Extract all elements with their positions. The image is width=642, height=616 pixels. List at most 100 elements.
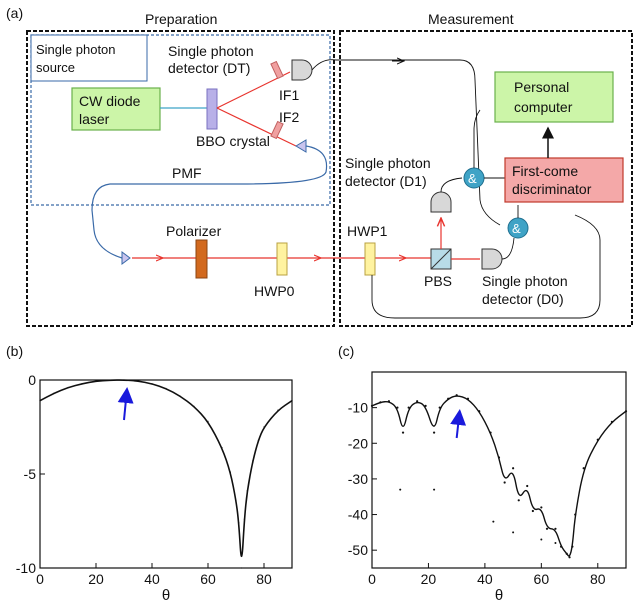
fiber-coupler-top-icon	[295, 139, 307, 153]
outlier-point	[512, 531, 515, 534]
source-label-line2: source	[36, 60, 75, 75]
d1-cable	[440, 177, 463, 193]
data-point	[401, 431, 405, 434]
data-point	[574, 513, 577, 516]
personal-computer-box	[494, 71, 614, 123]
data-point	[489, 431, 492, 434]
data-point	[610, 420, 613, 423]
chart-b: 0 20 40 60 80 0 -5 -10 θ	[16, 372, 293, 604]
data-point	[257, 439, 259, 441]
x-tick-label: 60	[200, 571, 216, 587]
pc-label-line1: Personal	[514, 79, 569, 95]
data-point	[243, 518, 245, 520]
data-point	[432, 431, 436, 434]
source-region-box	[30, 34, 331, 206]
data-point	[554, 527, 557, 530]
data-point	[379, 401, 382, 404]
data-point	[416, 400, 419, 403]
data-point	[407, 406, 410, 409]
x-tick-label: 20	[421, 571, 437, 587]
data-point	[370, 404, 374, 407]
data-point	[67, 386, 69, 389]
data-point	[545, 527, 549, 530]
x-tick-label: 40	[477, 571, 493, 587]
x-tick-label: 80	[256, 571, 272, 587]
data-point	[291, 400, 293, 402]
data-point	[221, 447, 223, 449]
data-point	[229, 471, 231, 473]
data-point	[478, 410, 481, 413]
marker-arrow	[450, 409, 467, 439]
measurement-box	[339, 30, 633, 327]
data-point	[455, 394, 458, 397]
cw-laser-box	[71, 87, 161, 131]
data-point	[109, 379, 111, 381]
x-tick-label: 0	[368, 571, 376, 587]
data-point	[466, 397, 470, 400]
outlier-point	[492, 520, 495, 523]
hwp1-label: HWP1	[347, 223, 388, 239]
data-point	[39, 400, 41, 402]
detector-dt-icon	[291, 59, 313, 81]
outlier-point	[433, 488, 436, 491]
detector-d0-icon	[481, 248, 503, 270]
fcd-label-line2: discriminator	[512, 181, 592, 197]
data-point	[179, 395, 181, 397]
marker-arrow	[117, 387, 134, 421]
x-axis-label: θ	[162, 587, 170, 604]
data-point	[193, 405, 195, 407]
feedback-cable	[371, 214, 601, 319]
data-point	[447, 397, 450, 400]
y-tick-label: -30	[348, 471, 368, 487]
panel-label-a: (a)	[6, 5, 23, 21]
hwp0-label: HWP0	[254, 283, 295, 299]
source-label-line1: Single photon	[36, 42, 116, 57]
dt-label-line2: detector (DT)	[168, 60, 250, 76]
pbs-label: PBS	[424, 273, 452, 289]
pc-label-line2: computer	[514, 99, 573, 115]
data-point	[252, 460, 254, 462]
detector-d1-icon	[430, 191, 452, 213]
pbs-diagonal	[430, 248, 452, 270]
data-point	[540, 506, 543, 509]
and-gate-d1-label: &	[468, 171, 477, 186]
hwp0-icon	[276, 242, 288, 276]
data-point	[53, 392, 55, 394]
data-point	[568, 556, 571, 559]
series-line	[372, 395, 626, 557]
data-point	[624, 410, 628, 413]
if2-filter-icon	[270, 120, 284, 140]
data-point	[396, 406, 399, 409]
data-point	[137, 380, 139, 382]
polarizer-label: Polarizer	[166, 223, 222, 239]
data-point	[387, 400, 391, 403]
data-point	[424, 404, 427, 407]
if1-label: IF1	[279, 87, 299, 103]
y-tick-label: 0	[28, 372, 36, 388]
data-point	[559, 545, 563, 548]
beam-to-fiber	[216, 107, 297, 147]
dt-signal-cable	[311, 59, 501, 226]
preparation-box	[26, 30, 335, 327]
pmf-fiber	[91, 145, 328, 259]
data-point	[207, 420, 209, 422]
data-point	[151, 383, 153, 385]
data-point	[596, 438, 599, 441]
x-tick-label: 60	[534, 571, 550, 587]
outlier-point	[540, 538, 543, 541]
d0-label-line2: detector (D0)	[482, 291, 564, 307]
y-tick-label: -5	[24, 466, 37, 482]
plot-frame	[39, 379, 293, 569]
and-gate-d0-label: &	[512, 221, 521, 236]
panel-label-b: (b)	[6, 343, 23, 359]
data-point	[517, 499, 520, 502]
section-measurement: Measurement	[428, 11, 514, 27]
pmf-label: PMF	[172, 165, 202, 181]
dt-to-and1	[473, 109, 481, 168]
data-point	[95, 380, 97, 382]
data-point	[277, 409, 279, 411]
setup-diagram: (a) Preparation Measurement Single photo…	[6, 5, 633, 327]
chart-c: 0 20 40 60 80 -10 -20 -30 -40 -50 θ	[348, 371, 628, 604]
d1-label-line1: Single photon	[345, 155, 431, 171]
